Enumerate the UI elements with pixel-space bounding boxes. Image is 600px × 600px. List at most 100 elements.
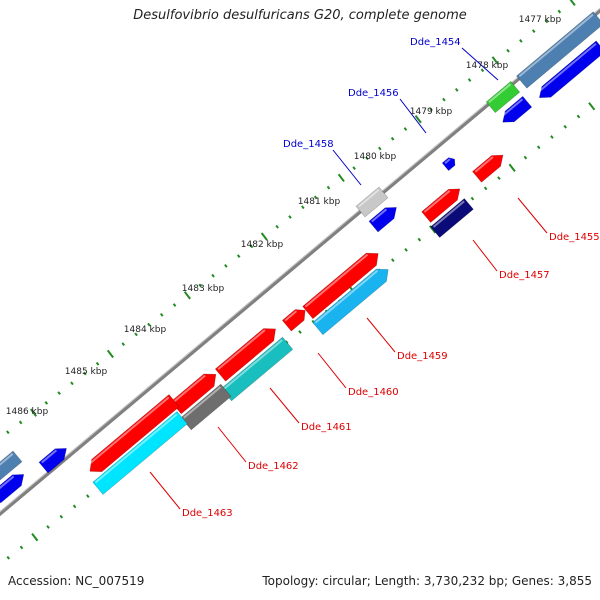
inner-scale-tick (576, 114, 581, 119)
gene-label[interactable]: Dde_1461 (301, 422, 352, 433)
outer-scale-tick (454, 87, 459, 92)
feature-dde-1462-shine (183, 386, 222, 419)
inner-scale-tick (563, 124, 567, 129)
outer-scale-tick (414, 114, 422, 124)
inner-scale-tick (31, 533, 39, 542)
feature-dde-1454-strand-shine (537, 42, 597, 94)
feature-dde-1458 (355, 186, 389, 218)
gene-label[interactable]: Dde_1459 (397, 351, 448, 362)
inner-scale-tick (46, 525, 50, 529)
feature-block-5-shine (284, 310, 298, 322)
feature-block-3-shine (423, 190, 451, 213)
inner-scale-tick (19, 545, 24, 550)
outer-scale-tick (301, 205, 305, 210)
gene-label[interactable]: Dde_1456 (348, 88, 399, 99)
feature-dde-1457 (430, 198, 474, 238)
outer-scale-tick (378, 146, 382, 151)
leader-dde_1459 (366, 317, 396, 353)
outer-scale-tick (198, 283, 202, 288)
gene-labels: 1477 kbp 1478 kbp 1479 kbp 1480 kbp 1481 kbp… (6, 15, 600, 519)
outer-scale-tick (531, 29, 536, 34)
scale-label: 1479 kbp (410, 107, 453, 117)
outer-scale-tick (224, 264, 228, 268)
feature-block-4 (302, 252, 379, 320)
outer-scale-tick (275, 224, 279, 229)
outer-scale-tick (159, 312, 164, 317)
outer-scale-tick (106, 349, 114, 359)
outer-scale-tick (313, 195, 318, 200)
outer-scale-tick (236, 254, 241, 259)
inner-scale-tick (417, 237, 422, 242)
leader-dde_1461 (269, 387, 300, 424)
scale-label: 1484 kbp (124, 325, 167, 335)
leader-dde_1463 (149, 471, 181, 510)
outer-scale-tick (337, 173, 345, 183)
outer-scale-tick (467, 78, 472, 82)
scale-label: 1478 kbp (466, 61, 509, 71)
feature-block-6-shine (173, 374, 206, 403)
feature-block-2 (368, 207, 397, 233)
gene-label[interactable]: Dde_1457 (499, 270, 550, 281)
feature-block-10 (0, 474, 25, 504)
feature-dde-1454 (516, 11, 600, 89)
genome-backbone (0, 7, 600, 517)
outer-scale-tick (442, 97, 446, 102)
outer-scale-tick (249, 244, 254, 249)
feature-block-9-shine (0, 453, 14, 466)
scale-label: 1480 kbp (354, 152, 397, 162)
gene-features (0, 11, 600, 504)
outer-scale-tick (390, 136, 395, 141)
inner-scale-tick (86, 494, 90, 499)
outer-scale-tick (83, 371, 87, 376)
feature-small-arrow (441, 157, 456, 172)
leader-dde_1457 (472, 239, 498, 272)
inner-scale-tick (497, 176, 501, 180)
leader-dde_1454 (461, 47, 499, 81)
gene-label[interactable]: Dde_1463 (182, 508, 233, 519)
feature-dde-1456-shine (488, 83, 512, 103)
feature-dde-1459-shine (314, 269, 379, 324)
feature-dde-1463-shine (94, 413, 178, 484)
backbone-highlight (0, 7, 600, 513)
outer-scale-tick (147, 322, 151, 327)
inner-scale-tick (6, 555, 11, 560)
feature-block-8-shine (41, 449, 58, 464)
feature-dde-1456 (485, 80, 521, 114)
outer-scale-tick (506, 48, 510, 53)
gene-label[interactable]: Dde_1458 (283, 139, 334, 150)
gene-label[interactable]: Dde_1462 (248, 461, 299, 472)
feature-dde-1455 (472, 154, 504, 183)
outer-scale-tick (569, 0, 576, 6)
backbone-line (0, 7, 600, 517)
feature-dde-1460-shine (217, 329, 266, 371)
feature-dde-1455-shine (474, 156, 494, 173)
feature-block-4-shine (304, 253, 369, 308)
gene-label[interactable]: Dde_1460 (348, 387, 399, 398)
scale-label: 1481 kbp (298, 197, 341, 207)
feature-block-7-shine (86, 396, 170, 467)
outer-scale-tick (172, 303, 177, 307)
feature-block-8 (38, 448, 67, 474)
outer-scale-tick (429, 107, 433, 112)
inner-scale-tick (72, 504, 77, 509)
inner-scale-tick (429, 225, 437, 234)
feature-block-9 (0, 450, 23, 481)
scale-label: 1482 kbp (241, 240, 284, 250)
scale-label: 1485 kbp (65, 367, 108, 377)
feature-block-5 (281, 309, 306, 332)
feature-dde-1458-shine (358, 189, 380, 208)
gene-label[interactable]: Dde_1454 (410, 37, 461, 48)
leader-dde_1462 (217, 426, 247, 463)
feature-dde-1459 (312, 268, 389, 336)
scale-label: 1486 kbp (6, 407, 49, 417)
gene-label[interactable]: Dde_1455 (549, 232, 600, 243)
outer-scale-tick (491, 56, 499, 65)
outer-scale-tick (211, 273, 215, 278)
outer-scale-tick (260, 232, 268, 241)
feature-block-3 (421, 188, 461, 223)
feature-block-10-shine (0, 475, 15, 490)
outer-scale-tick (29, 408, 38, 417)
outer-scale-tick (134, 332, 138, 337)
outer-scale-tick (365, 156, 369, 161)
